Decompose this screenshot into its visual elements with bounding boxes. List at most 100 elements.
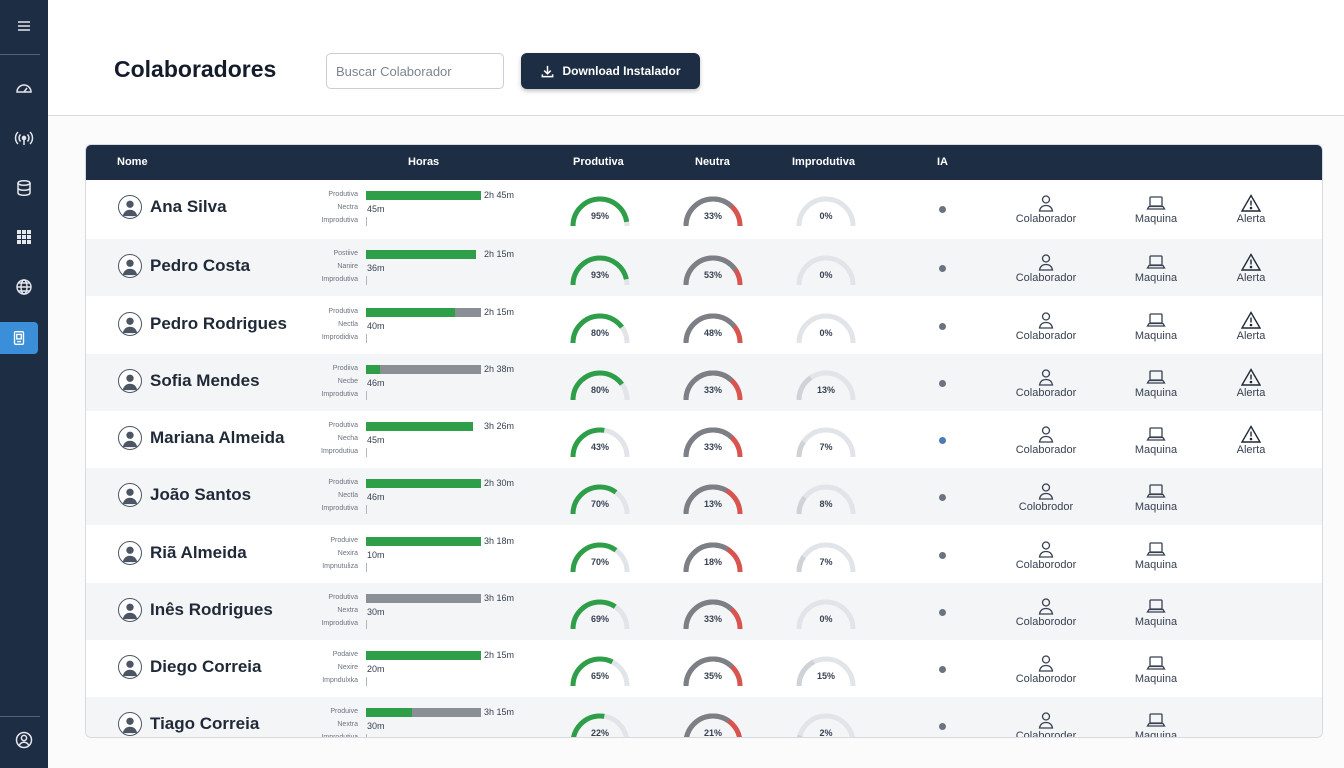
action-maquina[interactable]: Maquina [1111,253,1201,284]
action-colaborador[interactable]: Colaboroder [1001,711,1091,738]
action-colaborador[interactable]: Colaborodor [1001,597,1091,628]
table-row[interactable]: Pedro Rodrigues Produtiva Nectla Improdidiv… [86,297,1322,354]
header-ia[interactable]: IA [937,156,948,168]
header-nome[interactable]: Nome [117,156,148,168]
download-icon [542,65,554,77]
hours-bar [366,651,481,660]
alert-icon [1206,311,1296,329]
action-maquina[interactable]: Maquina [1111,368,1201,399]
gauge-produtiva-value: 43% [590,442,609,452]
employee-name[interactable]: Pedro Rodrigues [150,314,287,333]
employee-name[interactable]: Mariana Almeida [150,428,285,447]
header-horas[interactable]: Horas [408,156,440,168]
action-alerta[interactable]: Alerta [1206,425,1296,456]
action-alerta[interactable]: Alerta [1206,253,1296,284]
signal-icon[interactable] [0,120,48,156]
action-maquina-label: Maquina [1134,501,1178,513]
laptop-icon [1111,540,1201,558]
employee-name[interactable]: João Santos [150,485,252,504]
person-icon [1001,425,1091,443]
action-colaborador-label: Colaboroder [1015,730,1077,738]
ia-status-dot [939,206,946,213]
action-maquina[interactable]: Maquina [1111,194,1201,225]
gauge-neutra: 18% [681,539,745,575]
gauge-neutra: 33% [681,596,745,632]
table-row[interactable]: João Santos Produtiva Nectla Improdutiva 2h … [86,468,1322,525]
action-colaborador[interactable]: Colaborador [1001,311,1091,342]
hours-bar-neutral [412,708,481,717]
action-colaborador[interactable]: Colaborador [1001,194,1091,225]
device-icon[interactable] [0,322,38,354]
employee-name[interactable]: Diego Correia [150,657,262,676]
gauge-improdutiva-value: 0% [819,614,833,624]
ia-status-dot [939,723,946,730]
action-colaborador[interactable]: Colaborodor [1001,654,1091,685]
action-maquina[interactable]: Maquina [1111,711,1201,737]
action-colaborador-label: Colaborodor [1015,559,1077,571]
gauge-improdutiva: 8% [794,481,858,517]
gauge-improdutiva: 13% [794,367,858,403]
unproductive-bar [366,334,367,343]
employee-name[interactable]: Inês Rodrigues [150,600,273,619]
download-installer-button[interactable]: Download Instalador [521,53,700,89]
employee-name[interactable]: Sofia Mendes [150,371,260,390]
hours-labels: Produtiva Nectla Improdidiva [308,305,358,344]
hours-label-unproductive: Improdutiva [321,391,358,398]
table-row[interactable]: Ana Silva Produtiva Nectra Improdutiva 2h 45… [86,180,1322,237]
action-colaborador[interactable]: Colaborador [1001,425,1091,456]
header-neutra[interactable]: Neutra [695,156,730,168]
gauge-neutra-value: 33% [703,211,722,221]
productive-time: 2h 15m [484,249,515,259]
table-row[interactable]: Diego Correia Podaive Nexire Impndulxka 2h 1… [86,640,1322,697]
hours-bar-neutral [380,365,481,374]
hours-bar-productive [366,365,380,374]
gauge-produtiva-value: 22% [590,728,609,738]
hours-bar [366,594,481,603]
employee-name[interactable]: Riã Almeida [150,543,247,562]
action-maquina[interactable]: Maquina [1111,654,1201,685]
employee-name[interactable]: Tiago Correia [150,714,260,733]
search-input[interactable] [326,53,504,89]
action-maquina[interactable]: Maquina [1111,425,1201,456]
table-row[interactable]: Pedro Costa Postiive Nanire Improdutiva 2h 1… [86,239,1322,296]
table-row[interactable]: Mariana Almeida Produtiva Necha Improdutiua… [86,411,1322,468]
action-maquina[interactable]: Maquina [1111,482,1201,513]
gauge-produtiva-value: 70% [590,499,609,509]
gauge-improdutiva: 7% [794,424,858,460]
action-colaborador[interactable]: Colaborador [1001,253,1091,284]
database-icon[interactable] [0,170,48,206]
header-improdutiva[interactable]: Improdutiva [792,156,855,168]
action-maquina[interactable]: Maquina [1111,540,1201,571]
action-alerta[interactable]: Alerta [1206,194,1296,225]
gauge-produtiva: 70% [568,539,632,575]
action-colaborador[interactable]: Colaborador [1001,368,1091,399]
avatar [118,254,142,278]
grid-icon[interactable] [0,219,48,255]
table-row[interactable]: Sofia Mendes Prodiiva Necbe Improdutiva 2h 3… [86,354,1322,411]
action-maquina[interactable]: Maquina [1111,311,1201,342]
header-produtiva[interactable]: Produtiva [573,156,624,168]
laptop-icon [1111,368,1201,386]
action-alerta[interactable]: Alerta [1206,311,1296,342]
employee-name[interactable]: Ana Silva [150,197,227,216]
table-row[interactable]: Tiago Correia Produive Nextra Improdutiva 3h… [86,697,1322,738]
action-alerta-label: Alerta [1236,213,1266,225]
gauge-produtiva: 22% [568,710,632,738]
menu-icon[interactable] [0,8,48,44]
globe-icon[interactable] [0,269,48,305]
action-colaborador[interactable]: Colaborodor [1001,540,1091,571]
action-colaborador[interactable]: Colobrodor [1001,482,1091,513]
user-icon[interactable] [0,722,48,758]
table-row[interactable]: Inês Rodrigues Produtiva Nextra Improdutiva… [86,583,1322,640]
employee-name[interactable]: Pedro Costa [150,256,251,275]
table-row[interactable]: Riã Almeida Produive Nexira Impnutuliza 3h 1… [86,526,1322,583]
person-icon [1001,597,1091,615]
hours-bar [366,708,481,717]
gauge-neutra: 21% [681,710,745,737]
avatar [118,195,142,219]
hours-label-productive: Produtiva [328,422,358,429]
hours-label-neutral: Necbe [337,378,358,385]
action-alerta[interactable]: Alerta [1206,368,1296,399]
action-maquina[interactable]: Maquina [1111,597,1201,628]
dashboard-icon[interactable] [0,70,48,106]
